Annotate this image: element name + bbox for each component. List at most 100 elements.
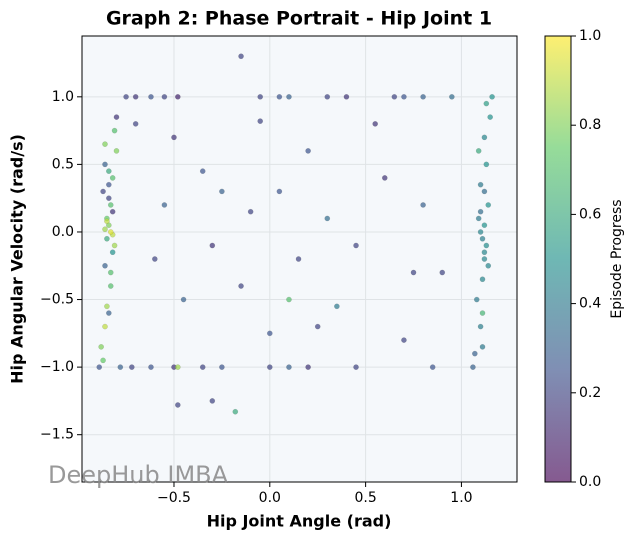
data-point	[148, 364, 154, 370]
data-point	[199, 364, 206, 370]
data-point	[96, 364, 103, 370]
data-point	[100, 357, 106, 364]
data-point	[102, 141, 108, 147]
data-point	[104, 303, 110, 310]
data-point	[107, 269, 114, 276]
data-point	[305, 148, 311, 154]
x-tick-label: 1.0	[450, 490, 472, 506]
data-point	[479, 310, 486, 316]
data-point	[334, 303, 340, 310]
data-point	[420, 202, 426, 208]
data-point	[471, 350, 478, 357]
data-point	[479, 235, 486, 242]
data-point	[199, 168, 206, 175]
data-point	[485, 202, 492, 208]
data-point	[481, 188, 488, 195]
data-point	[420, 93, 426, 100]
data-point	[324, 93, 331, 100]
y-tick-label: −0.5	[40, 292, 74, 308]
data-point	[276, 188, 283, 195]
data-point	[209, 398, 216, 404]
data-point	[477, 229, 484, 235]
data-point	[102, 161, 108, 168]
data-point	[257, 118, 264, 124]
data-point	[483, 100, 490, 107]
data-point	[286, 364, 292, 370]
data-point	[105, 181, 112, 188]
data-point	[286, 93, 292, 100]
data-point	[171, 134, 177, 141]
data-point	[483, 242, 490, 249]
data-point	[381, 175, 388, 181]
colorbar-label: Episode Progress	[609, 199, 625, 318]
data-point	[102, 323, 108, 330]
data-point	[479, 343, 486, 350]
data-point	[105, 310, 112, 316]
data-point	[161, 202, 168, 208]
data-point	[353, 242, 359, 249]
data-point	[107, 283, 114, 289]
data-point	[475, 148, 482, 154]
x-tick-label: −0.5	[157, 490, 191, 506]
data-point	[257, 93, 264, 100]
data-point	[391, 93, 398, 100]
data-point	[473, 296, 480, 303]
x-tick-label: 0.5	[354, 490, 376, 506]
chart-title: Graph 2: Phase Portrait - Hip Joint 1	[106, 8, 492, 30]
data-point	[487, 114, 494, 120]
data-point	[401, 337, 407, 343]
data-point	[481, 249, 488, 256]
data-point	[489, 93, 495, 100]
data-point	[107, 229, 114, 235]
data-point	[343, 93, 350, 100]
data-point	[276, 93, 283, 100]
data-point	[481, 222, 488, 229]
data-point	[132, 120, 139, 127]
y-axis-label: Hip Angular Velocity (rad/s)	[8, 134, 27, 384]
data-point	[314, 323, 321, 330]
data-point	[219, 364, 225, 370]
data-point	[477, 208, 484, 215]
data-point	[477, 323, 484, 330]
colorbar-tick-label: 0.2	[579, 385, 601, 401]
data-point	[238, 53, 244, 60]
y-tick-label: 1.0	[52, 89, 74, 105]
data-point	[479, 276, 486, 283]
data-point	[161, 93, 168, 100]
data-point	[109, 208, 116, 215]
data-point	[100, 188, 106, 195]
data-point	[174, 93, 181, 100]
data-point	[128, 364, 135, 370]
data-point	[470, 364, 476, 370]
data-point	[109, 249, 116, 256]
data-point	[180, 296, 187, 303]
data-point	[105, 195, 112, 202]
data-point	[372, 120, 379, 127]
watermark: DeepHub IMBA	[48, 461, 229, 489]
data-point	[151, 256, 158, 262]
colorbar-tick-label: 0.8	[579, 117, 601, 133]
x-tick-label: 0.0	[259, 490, 281, 506]
data-point	[174, 402, 181, 408]
data-point	[286, 296, 292, 303]
y-tick-label: −1.5	[40, 427, 74, 443]
data-point	[104, 218, 110, 225]
data-point	[429, 364, 436, 370]
data-point	[109, 175, 116, 181]
data-point	[485, 262, 492, 269]
plot-frame	[81, 35, 518, 483]
data-point	[111, 127, 118, 134]
data-point	[483, 161, 490, 168]
data-point	[132, 93, 139, 100]
data-point	[266, 364, 273, 370]
data-point	[107, 202, 114, 208]
data-point	[238, 283, 244, 289]
colorbar-tick-label: 0.4	[579, 296, 601, 312]
x-axis-label: Hip Joint Angle (rad)	[207, 512, 392, 531]
data-point	[266, 330, 273, 337]
data-point	[410, 269, 417, 276]
data-point	[247, 208, 254, 215]
data-point	[117, 364, 124, 370]
data-point	[477, 181, 484, 188]
